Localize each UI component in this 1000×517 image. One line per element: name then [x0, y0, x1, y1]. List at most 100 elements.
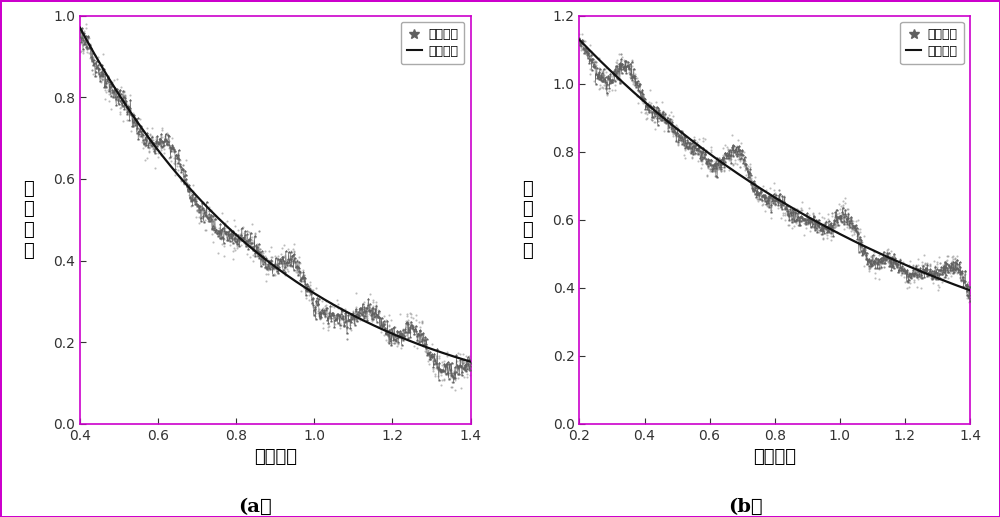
Point — [951, 268, 967, 276]
Point — [930, 280, 946, 288]
Point — [440, 358, 456, 366]
Point — [386, 329, 402, 337]
Point — [172, 173, 188, 181]
Point — [226, 244, 242, 252]
Point — [138, 138, 154, 146]
Point — [682, 144, 698, 152]
Point — [793, 214, 809, 222]
Point — [893, 270, 909, 279]
Point — [661, 111, 677, 119]
Point — [892, 255, 908, 263]
Point — [660, 124, 676, 132]
Point — [189, 206, 205, 215]
Point — [248, 246, 264, 254]
Point — [340, 316, 356, 324]
Point — [578, 45, 594, 53]
Point — [283, 252, 299, 260]
Point — [242, 253, 258, 262]
Point — [676, 151, 692, 159]
Point — [637, 109, 653, 117]
Point — [444, 377, 460, 386]
Point — [117, 93, 133, 101]
Point — [301, 291, 317, 299]
Point — [176, 177, 192, 185]
Point — [349, 313, 365, 322]
Point — [772, 197, 788, 205]
Point — [345, 308, 361, 316]
Point — [91, 65, 107, 73]
Point — [936, 269, 952, 277]
Point — [173, 176, 189, 185]
Point — [906, 278, 922, 286]
Point — [126, 116, 142, 125]
Point — [214, 239, 230, 248]
Point — [960, 283, 976, 292]
Point — [263, 263, 279, 271]
Point — [233, 225, 249, 233]
Point — [667, 130, 683, 138]
Point — [604, 77, 620, 85]
Point — [126, 115, 142, 124]
Point — [654, 108, 670, 116]
Point — [710, 164, 726, 173]
Point — [850, 225, 866, 234]
Point — [390, 332, 406, 341]
Point — [185, 193, 201, 201]
Point — [200, 215, 216, 223]
Point — [710, 156, 726, 164]
Point — [926, 257, 942, 265]
Point — [389, 342, 405, 351]
Point — [884, 262, 900, 270]
Point — [875, 249, 891, 257]
Point — [336, 318, 352, 326]
Point — [770, 198, 786, 206]
Point — [678, 143, 694, 151]
Point — [150, 139, 166, 147]
Point — [446, 368, 462, 376]
Point — [169, 150, 185, 158]
Point — [721, 156, 737, 164]
Point — [342, 317, 358, 326]
Point — [831, 209, 847, 218]
Point — [861, 267, 877, 275]
Point — [440, 368, 456, 376]
Point — [749, 189, 765, 197]
Point — [233, 241, 249, 249]
Point — [427, 355, 443, 363]
Point — [273, 254, 289, 263]
Point — [279, 262, 295, 270]
Point — [437, 369, 453, 377]
Point — [917, 266, 933, 275]
Point — [414, 317, 430, 325]
Point — [846, 228, 862, 236]
Point — [921, 269, 937, 277]
Point — [788, 219, 804, 227]
Point — [749, 190, 765, 198]
Point — [384, 332, 400, 341]
Point — [251, 251, 267, 259]
Point — [664, 116, 680, 124]
Point — [676, 139, 692, 147]
Point — [607, 75, 623, 84]
Point — [584, 51, 600, 59]
Point — [792, 214, 808, 222]
Point — [646, 114, 662, 122]
Point — [852, 242, 868, 250]
Point — [715, 144, 731, 152]
Point — [708, 160, 724, 169]
Point — [773, 202, 789, 210]
Point — [352, 306, 368, 314]
Point — [934, 278, 950, 286]
Point — [326, 302, 342, 311]
Point — [880, 257, 896, 265]
Point — [665, 130, 681, 138]
Point — [891, 267, 907, 276]
Point — [861, 264, 877, 272]
Point — [245, 257, 261, 265]
Point — [943, 263, 959, 271]
Point — [232, 237, 248, 246]
Point — [781, 211, 797, 219]
Point — [917, 259, 933, 267]
Point — [930, 272, 946, 281]
Point — [434, 376, 450, 384]
